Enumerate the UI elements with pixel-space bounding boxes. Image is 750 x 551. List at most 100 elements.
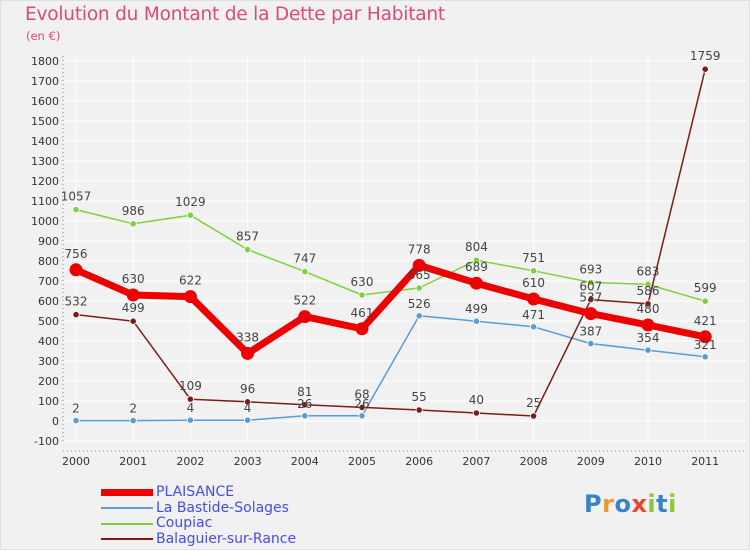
x-tick-label: 2004	[291, 455, 319, 468]
legend-label: La Bastide-Solages	[156, 499, 289, 516]
chart-legend: PLAISANCE La Bastide-Solages Coupiac Balagu…	[101, 485, 296, 547]
data-label: 526	[408, 297, 431, 311]
data-point-2	[301, 267, 309, 276]
data-label: 499	[122, 301, 145, 315]
logo-letter: P	[584, 490, 603, 518]
data-point-2	[186, 211, 194, 219]
x-tick-label: 2007	[462, 455, 490, 468]
series-line-3	[75, 69, 706, 417]
data-point-3	[415, 406, 423, 414]
chart-unit: (en €)	[26, 29, 61, 43]
y-tick-label: 700	[38, 275, 59, 288]
data-point-1	[244, 416, 252, 424]
data-label: 2	[129, 402, 137, 416]
logo-letter: i	[647, 490, 657, 518]
data-point-0	[527, 292, 541, 306]
data-point-1	[301, 412, 309, 420]
data-point-1	[129, 416, 137, 425]
data-point-3	[358, 403, 366, 411]
legend-swatch	[101, 507, 153, 510]
legend-item: Coupiac	[101, 516, 296, 532]
x-tick-label: 2005	[348, 455, 376, 468]
data-label: 665	[408, 268, 431, 282]
x-tick-label: 2009	[577, 455, 605, 468]
y-tick-label: 1500	[31, 115, 59, 128]
data-label: 532	[65, 295, 88, 309]
data-point-0	[469, 276, 483, 290]
data-point-1	[701, 353, 709, 361]
data-label: 55	[412, 390, 427, 404]
x-tick-label: 2010	[634, 455, 662, 468]
y-tick-label: 1000	[31, 215, 59, 228]
plot-area	[63, 56, 746, 441]
data-label: 693	[579, 262, 602, 276]
data-point-0	[584, 307, 598, 321]
data-point-0	[126, 288, 140, 302]
data-point-3	[72, 310, 80, 319]
data-label: 4	[244, 401, 252, 415]
data-label: 25	[526, 396, 541, 410]
data-point-1	[72, 416, 80, 425]
data-point-2	[644, 280, 652, 288]
data-label: 622	[179, 274, 202, 288]
legend-item: PLAISANCE	[101, 485, 296, 501]
y-tick-label: 800	[38, 255, 59, 268]
x-tick-label: 2006	[405, 455, 433, 468]
logo-letter: x	[631, 490, 648, 518]
data-label: 387	[579, 325, 602, 339]
data-point-3	[129, 317, 137, 325]
data-point-3	[244, 398, 252, 406]
data-point-2	[358, 291, 366, 299]
data-label: 586	[637, 284, 660, 298]
legend-item: La Bastide-Solages	[101, 499, 296, 517]
y-tick-label: 1700	[31, 75, 59, 88]
legend-label: Balaguier-sur-Rance	[156, 530, 297, 547]
x-tick-label: 2008	[520, 455, 548, 468]
data-label: 40	[469, 393, 484, 407]
data-label: 857	[236, 230, 259, 244]
logo-letter: r	[602, 490, 615, 518]
data-label: 522	[293, 294, 316, 308]
data-point-0	[412, 258, 426, 272]
data-point-2	[587, 278, 595, 286]
data-label: 607	[579, 280, 602, 294]
data-label: 68	[354, 387, 369, 401]
data-label: 26	[297, 397, 312, 411]
data-point-1	[415, 312, 423, 320]
data-point-1	[186, 416, 194, 424]
data-point-3	[529, 412, 538, 420]
data-point-2	[415, 284, 423, 292]
data-point-1	[529, 323, 538, 331]
data-label: 630	[351, 275, 374, 289]
y-tick-label: 1800	[31, 55, 59, 68]
data-label: 109	[179, 379, 202, 393]
data-point-1	[644, 346, 652, 354]
data-label: 4	[187, 401, 195, 415]
data-label: 986	[122, 204, 145, 218]
logo-letter: i	[668, 490, 677, 518]
y-tick-label: 1600	[31, 95, 59, 108]
data-label: 461	[351, 306, 374, 320]
data-point-2	[129, 220, 137, 228]
data-label: 81	[297, 385, 312, 399]
data-label: 338	[236, 330, 259, 344]
data-label: 354	[637, 331, 660, 345]
y-tick-label: 200	[38, 375, 59, 388]
data-point-0	[69, 263, 83, 277]
data-label: 1029	[175, 195, 206, 209]
y-tick-label: 600	[38, 295, 59, 308]
data-label: 683	[637, 264, 660, 278]
data-point-2	[701, 297, 709, 305]
data-label: 747	[293, 252, 316, 266]
legend-swatch	[101, 489, 153, 497]
data-point-0	[298, 310, 312, 324]
data-label: 421	[694, 314, 717, 328]
data-point-3	[644, 300, 652, 308]
y-tick-label: 400	[38, 335, 59, 348]
data-point-0	[698, 330, 712, 344]
series-line-1	[76, 315, 706, 422]
y-tick-label: 0	[52, 415, 59, 428]
data-point-0	[355, 322, 369, 336]
y-tick-label: 1300	[31, 155, 59, 168]
